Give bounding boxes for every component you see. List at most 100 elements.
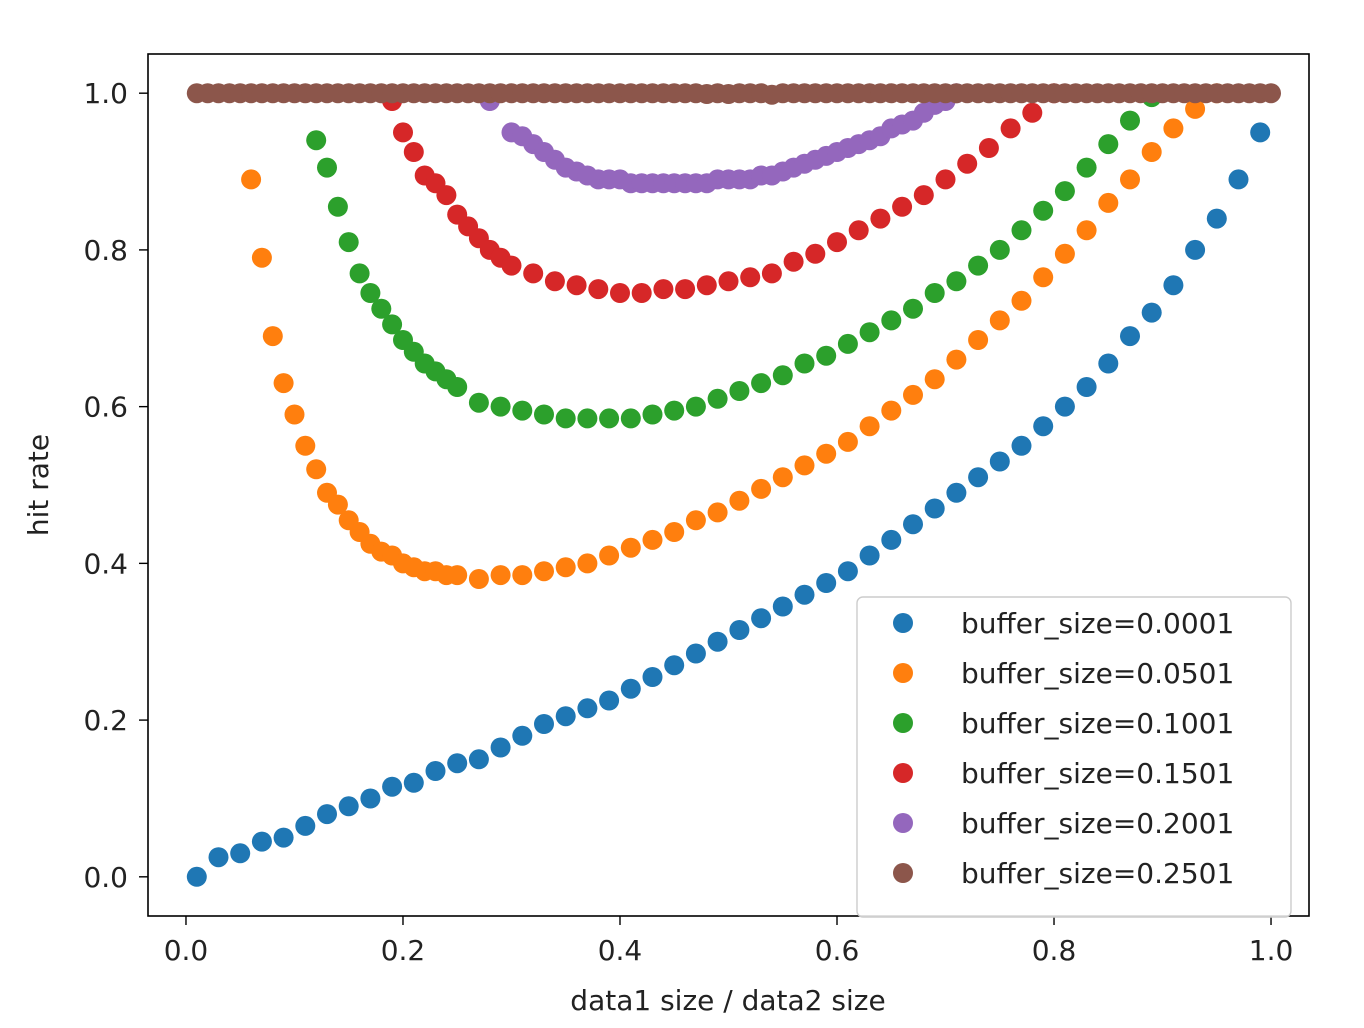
data-point	[186, 866, 207, 887]
data-point	[1185, 239, 1206, 260]
data-point	[903, 514, 923, 535]
data-point	[1098, 134, 1119, 155]
data-point	[317, 804, 337, 825]
y-tick-label: 1.0	[83, 77, 128, 110]
legend-marker	[893, 663, 913, 683]
data-point	[685, 396, 706, 417]
data-point	[1098, 353, 1119, 374]
data-point	[859, 322, 880, 343]
data-point	[892, 196, 913, 217]
data-point	[338, 232, 359, 253]
data-point	[371, 298, 392, 319]
data-point	[490, 396, 511, 417]
data-point	[772, 467, 793, 488]
data-point	[968, 255, 989, 276]
data-point	[696, 275, 717, 296]
data-point	[935, 169, 956, 190]
data-point	[827, 232, 847, 253]
data-point	[957, 153, 978, 174]
y-tick-label: 0.0	[83, 861, 128, 894]
data-point	[903, 384, 923, 405]
data-point	[1000, 118, 1021, 139]
data-point	[393, 122, 413, 143]
data-point	[816, 443, 837, 464]
data-point	[751, 373, 772, 394]
data-point	[837, 561, 858, 582]
data-point	[664, 522, 685, 542]
data-point	[295, 435, 316, 456]
data-point	[968, 330, 989, 350]
legend-label: buffer_size=0.0001	[961, 607, 1234, 640]
data-point	[251, 831, 272, 852]
y-tick-label: 0.6	[83, 391, 128, 424]
data-point	[642, 667, 663, 687]
data-point	[989, 451, 1010, 472]
data-point	[675, 279, 696, 300]
data-point	[273, 373, 294, 394]
data-point	[620, 537, 641, 558]
data-point	[881, 529, 902, 550]
data-point	[978, 138, 999, 158]
data-point	[262, 326, 283, 347]
data-point	[241, 169, 262, 190]
legend-box	[856, 596, 1292, 918]
data-point	[718, 271, 739, 292]
data-point	[1054, 396, 1075, 417]
data-point	[610, 283, 630, 303]
x-tick-label: 0.0	[164, 934, 209, 967]
data-point	[273, 827, 294, 848]
data-point	[1076, 157, 1097, 178]
data-point	[1163, 118, 1184, 139]
data-point	[620, 408, 641, 429]
series-0	[186, 122, 1271, 887]
data-point	[989, 239, 1010, 260]
data-point	[306, 459, 327, 480]
data-point	[968, 467, 989, 488]
data-point	[989, 310, 1010, 331]
data-point	[1054, 243, 1075, 264]
data-point	[1228, 169, 1249, 190]
data-point	[468, 392, 489, 413]
data-point	[924, 283, 945, 303]
data-point	[544, 271, 565, 292]
legend-label: buffer_size=0.1501	[961, 757, 1234, 790]
data-point	[794, 455, 815, 476]
data-point	[1098, 192, 1119, 213]
data-point	[501, 255, 522, 276]
data-point	[1011, 220, 1032, 241]
data-point	[436, 185, 457, 206]
data-point	[1033, 267, 1054, 288]
data-point	[577, 698, 598, 719]
data-point	[870, 208, 891, 229]
data-point	[729, 620, 750, 640]
data-point	[1054, 181, 1075, 202]
series-3	[382, 83, 1064, 303]
data-point	[729, 490, 750, 511]
x-tick-label: 0.8	[1032, 934, 1077, 967]
data-point	[1185, 98, 1206, 119]
data-point	[1033, 416, 1054, 437]
data-point	[707, 502, 728, 523]
data-point	[555, 557, 576, 578]
data-point	[555, 408, 576, 429]
data-point	[490, 737, 511, 758]
data-point	[468, 749, 489, 770]
data-point	[230, 843, 251, 864]
data-point	[837, 333, 858, 354]
legend-marker	[893, 713, 913, 733]
data-point	[772, 596, 793, 617]
data-point	[382, 314, 403, 335]
data-point	[740, 267, 761, 288]
y-tick-label: 0.4	[83, 547, 128, 580]
data-point	[599, 408, 620, 429]
data-point	[761, 263, 782, 284]
x-tick-label: 1.0	[1249, 934, 1294, 967]
legend-label: buffer_size=0.2501	[961, 857, 1234, 890]
data-point	[881, 310, 902, 331]
data-point	[327, 196, 348, 217]
x-tick-label: 0.4	[598, 934, 643, 967]
data-point	[1141, 142, 1162, 162]
data-point	[848, 220, 869, 241]
data-point	[599, 545, 620, 566]
data-point	[588, 279, 609, 300]
